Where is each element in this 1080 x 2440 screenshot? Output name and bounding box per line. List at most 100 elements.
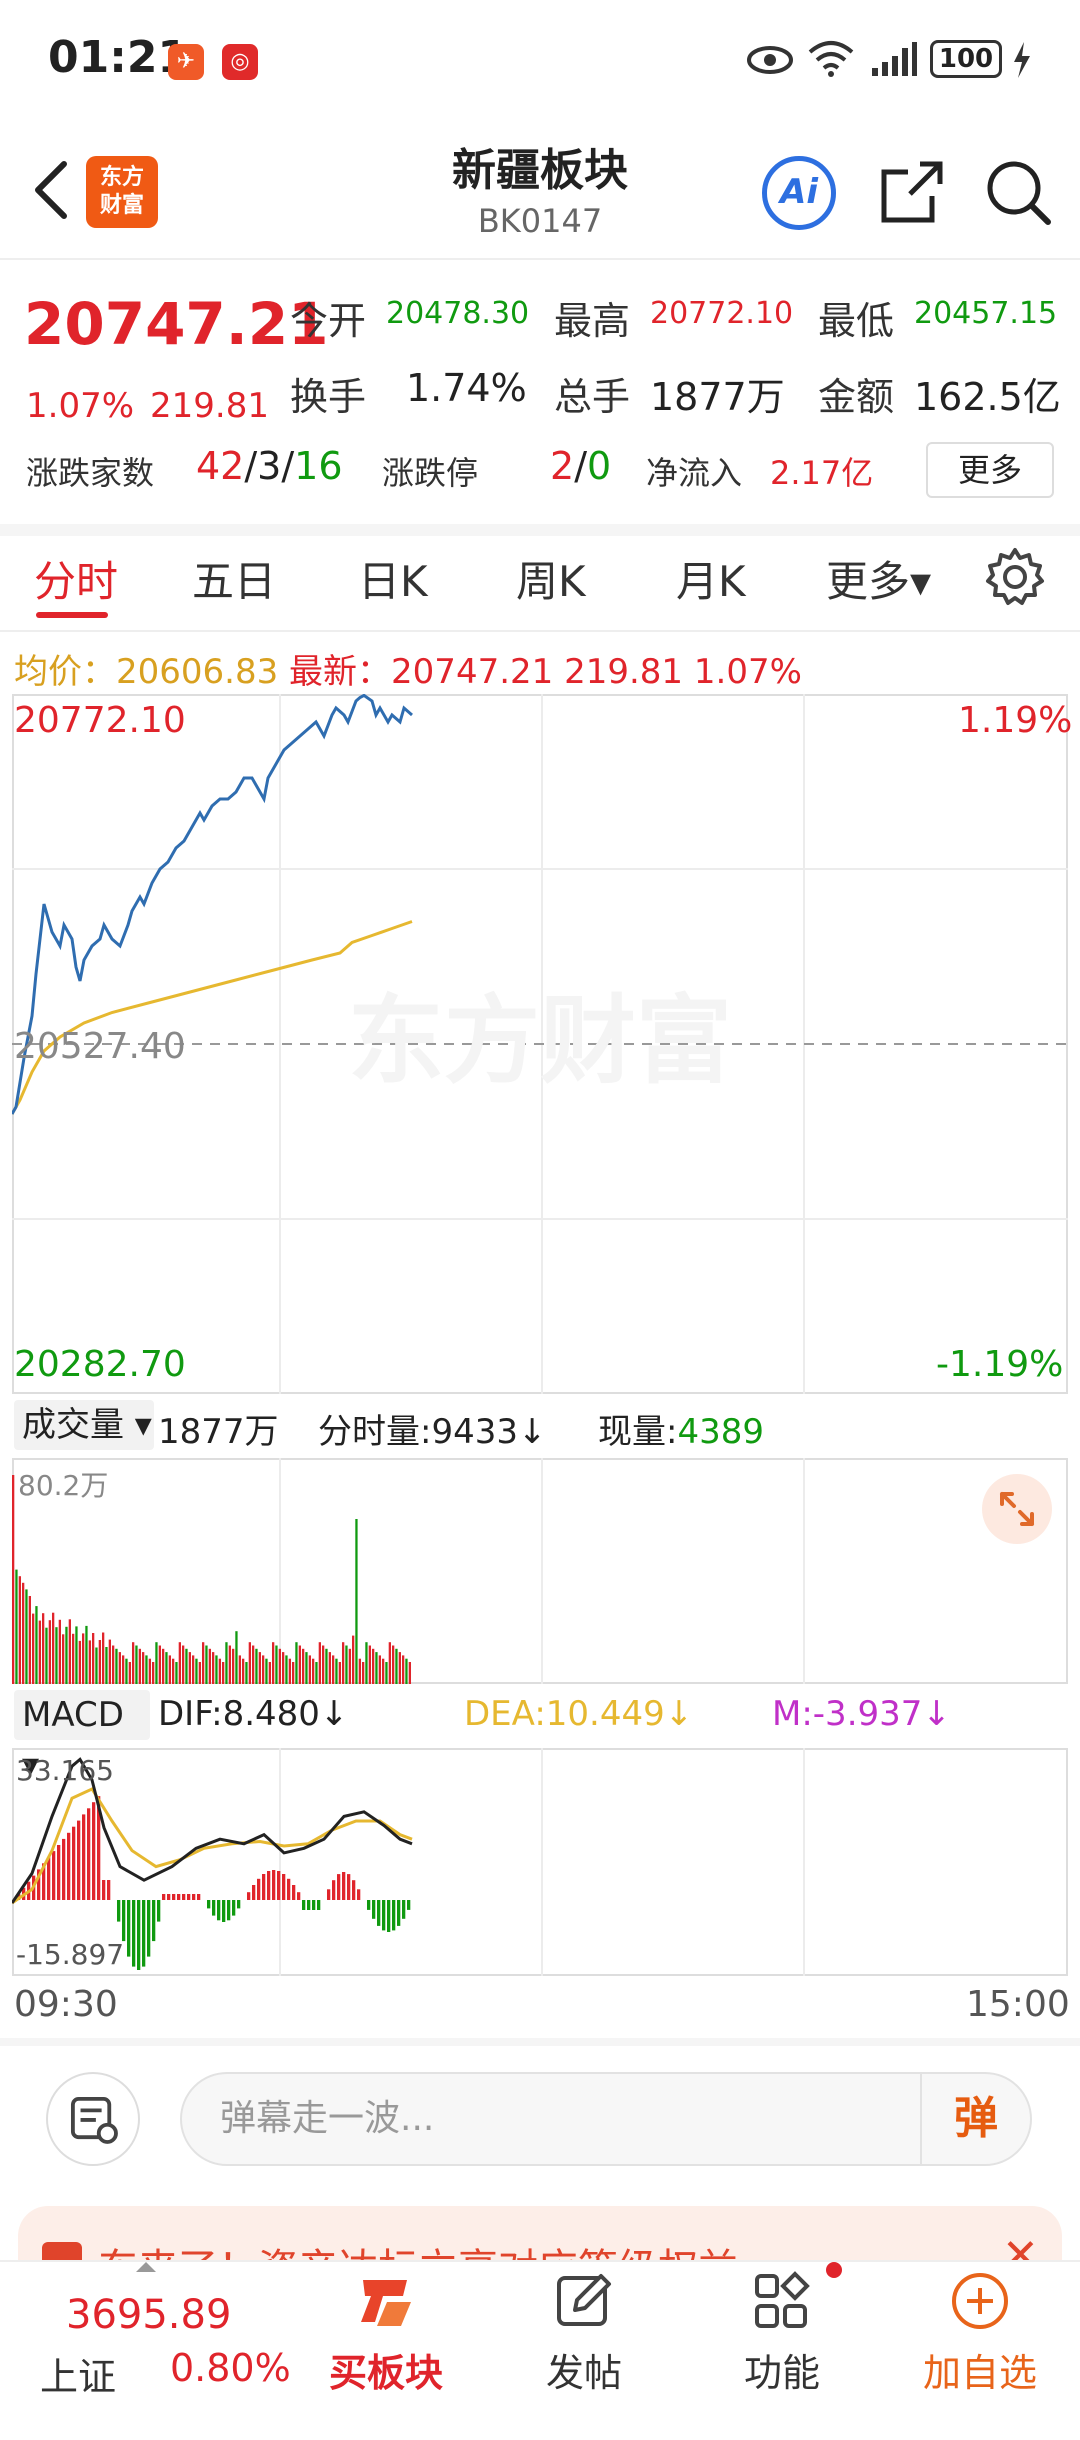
macd-bar	[377, 1900, 381, 1926]
volume-bar	[292, 1662, 295, 1684]
volume-bar	[162, 1648, 165, 1684]
volume-bar	[242, 1658, 245, 1684]
macd-bar	[117, 1900, 121, 1922]
bottom-nav	[0, 2260, 1080, 2440]
danmaku-settings-icon[interactable]	[46, 2072, 140, 2166]
active-tab-indicator	[36, 612, 108, 618]
chart-max-price: 20772.10	[14, 700, 186, 741]
macd-chart[interactable]	[12, 1748, 1068, 1976]
macd-bar	[397, 1900, 401, 1926]
volume-bar	[245, 1662, 248, 1684]
back-button[interactable]	[24, 150, 84, 230]
low-label: 最低	[818, 299, 895, 343]
chart-mid-price: 20527.40	[14, 1026, 186, 1067]
tab-more[interactable]: 更多▾	[826, 557, 932, 606]
nav-buy-sector-label: 买板块	[328, 2351, 443, 2395]
danmaku-send-button[interactable]: 弹	[920, 2074, 1030, 2164]
volume-bar	[42, 1613, 45, 1684]
macd-bar	[222, 1900, 226, 1922]
brand-logo-line1: 东方	[99, 165, 144, 190]
avg-label: 均价：	[14, 652, 116, 692]
volume-bar	[258, 1652, 261, 1684]
current-volume-value: 4389	[677, 1412, 764, 1452]
macd-bar	[287, 1878, 291, 1900]
index-change-pct[interactable]: 0.80%	[170, 2346, 291, 2390]
nav-functions[interactable]: 功能	[702, 2268, 862, 2397]
macd-bar	[282, 1874, 286, 1900]
breadth-flat: 3	[257, 444, 282, 488]
macd-bar	[357, 1889, 361, 1900]
volume-bar	[332, 1655, 335, 1684]
volume-bar	[188, 1652, 191, 1684]
macd-bar	[247, 1892, 251, 1900]
chart-min-pct: -1.19%	[936, 1344, 1064, 1385]
volume-bar	[125, 1658, 128, 1684]
volume-bar	[12, 1475, 15, 1684]
buy-sector-icon	[361, 2280, 411, 2326]
index-name[interactable]: 上证	[40, 2355, 117, 2399]
notification-dot	[826, 2262, 842, 2278]
divider	[0, 258, 1080, 260]
nav-add-watchlist[interactable]: 加自选	[900, 2268, 1060, 2397]
breadth-sep-2: /	[281, 444, 295, 488]
macd-bar	[227, 1900, 231, 1921]
breadth-up: 42	[196, 444, 245, 488]
gear-icon[interactable]	[984, 546, 1046, 608]
share-icon[interactable]	[876, 156, 948, 228]
volume-bar	[28, 1596, 31, 1684]
volume-bar	[305, 1652, 308, 1684]
volume-bar	[178, 1642, 181, 1684]
volume-bar	[35, 1606, 38, 1684]
expand-icon[interactable]	[982, 1474, 1052, 1544]
volume-bar	[282, 1652, 285, 1684]
volume-bar	[175, 1662, 178, 1684]
ai-button[interactable]: Ai	[762, 156, 836, 230]
macd-bar	[67, 1832, 71, 1900]
volume-bar	[105, 1647, 108, 1684]
volume-bar	[252, 1645, 255, 1684]
macd-bar	[197, 1894, 201, 1900]
brand-logo[interactable]: 东方 财富	[86, 156, 158, 228]
volume-bar	[375, 1652, 378, 1684]
more-quote-button[interactable]: 更多	[926, 442, 1054, 498]
change-percent: 1.07%	[26, 386, 135, 426]
danmaku-input[interactable]: 弹幕走一波...	[180, 2072, 1032, 2166]
macd-bar	[57, 1845, 61, 1900]
latest-change-pct: 1.07%	[693, 652, 802, 692]
volume-indicator-select[interactable]: 成交量 ▾	[14, 1400, 154, 1450]
limit-down: 0	[587, 444, 612, 488]
volume-bar	[352, 1635, 355, 1684]
macd-bar	[77, 1820, 81, 1900]
macd-bar	[182, 1894, 186, 1900]
tab-intraday[interactable]: 分时	[34, 557, 119, 606]
nav-buy-sector[interactable]: 买板块	[306, 2268, 466, 2397]
tab-daily-k[interactable]: 日K	[358, 557, 428, 606]
nav-functions-label: 功能	[743, 2351, 820, 2395]
volume-bar	[368, 1645, 371, 1684]
volume-bar	[392, 1645, 395, 1684]
tab-weekly-k[interactable]: 周K	[516, 557, 586, 606]
high-value: 20772.10	[650, 296, 794, 331]
macd-m: M:-3.937↓	[772, 1694, 951, 1734]
wifi-icon	[808, 41, 854, 77]
search-icon[interactable]	[982, 156, 1054, 228]
volume-bar	[342, 1642, 345, 1684]
tab-monthly-k[interactable]: 月K	[676, 557, 746, 606]
volume-bar	[55, 1627, 58, 1684]
price-line	[12, 694, 413, 1115]
macd-indicator-select[interactable]: MACD ▾	[14, 1690, 150, 1785]
nav-post[interactable]: 发帖	[504, 2268, 664, 2397]
index-value[interactable]: 3695.89	[66, 2292, 232, 2338]
macd-min-label: -15.897	[16, 1938, 125, 1971]
tick-volume: 分时量:9433↓	[318, 1404, 546, 1453]
volume-bar	[215, 1655, 218, 1684]
tab-five-day[interactable]: 五日	[192, 557, 277, 606]
volume-bar	[362, 1662, 365, 1684]
volume-bar	[182, 1645, 185, 1684]
volume-bar	[195, 1658, 198, 1684]
current-volume-label: 现量:	[598, 1412, 678, 1452]
volume-grid	[279, 1458, 805, 1684]
macd-bar	[177, 1894, 181, 1900]
volume-bar	[318, 1642, 321, 1684]
volume-bar	[128, 1662, 131, 1684]
